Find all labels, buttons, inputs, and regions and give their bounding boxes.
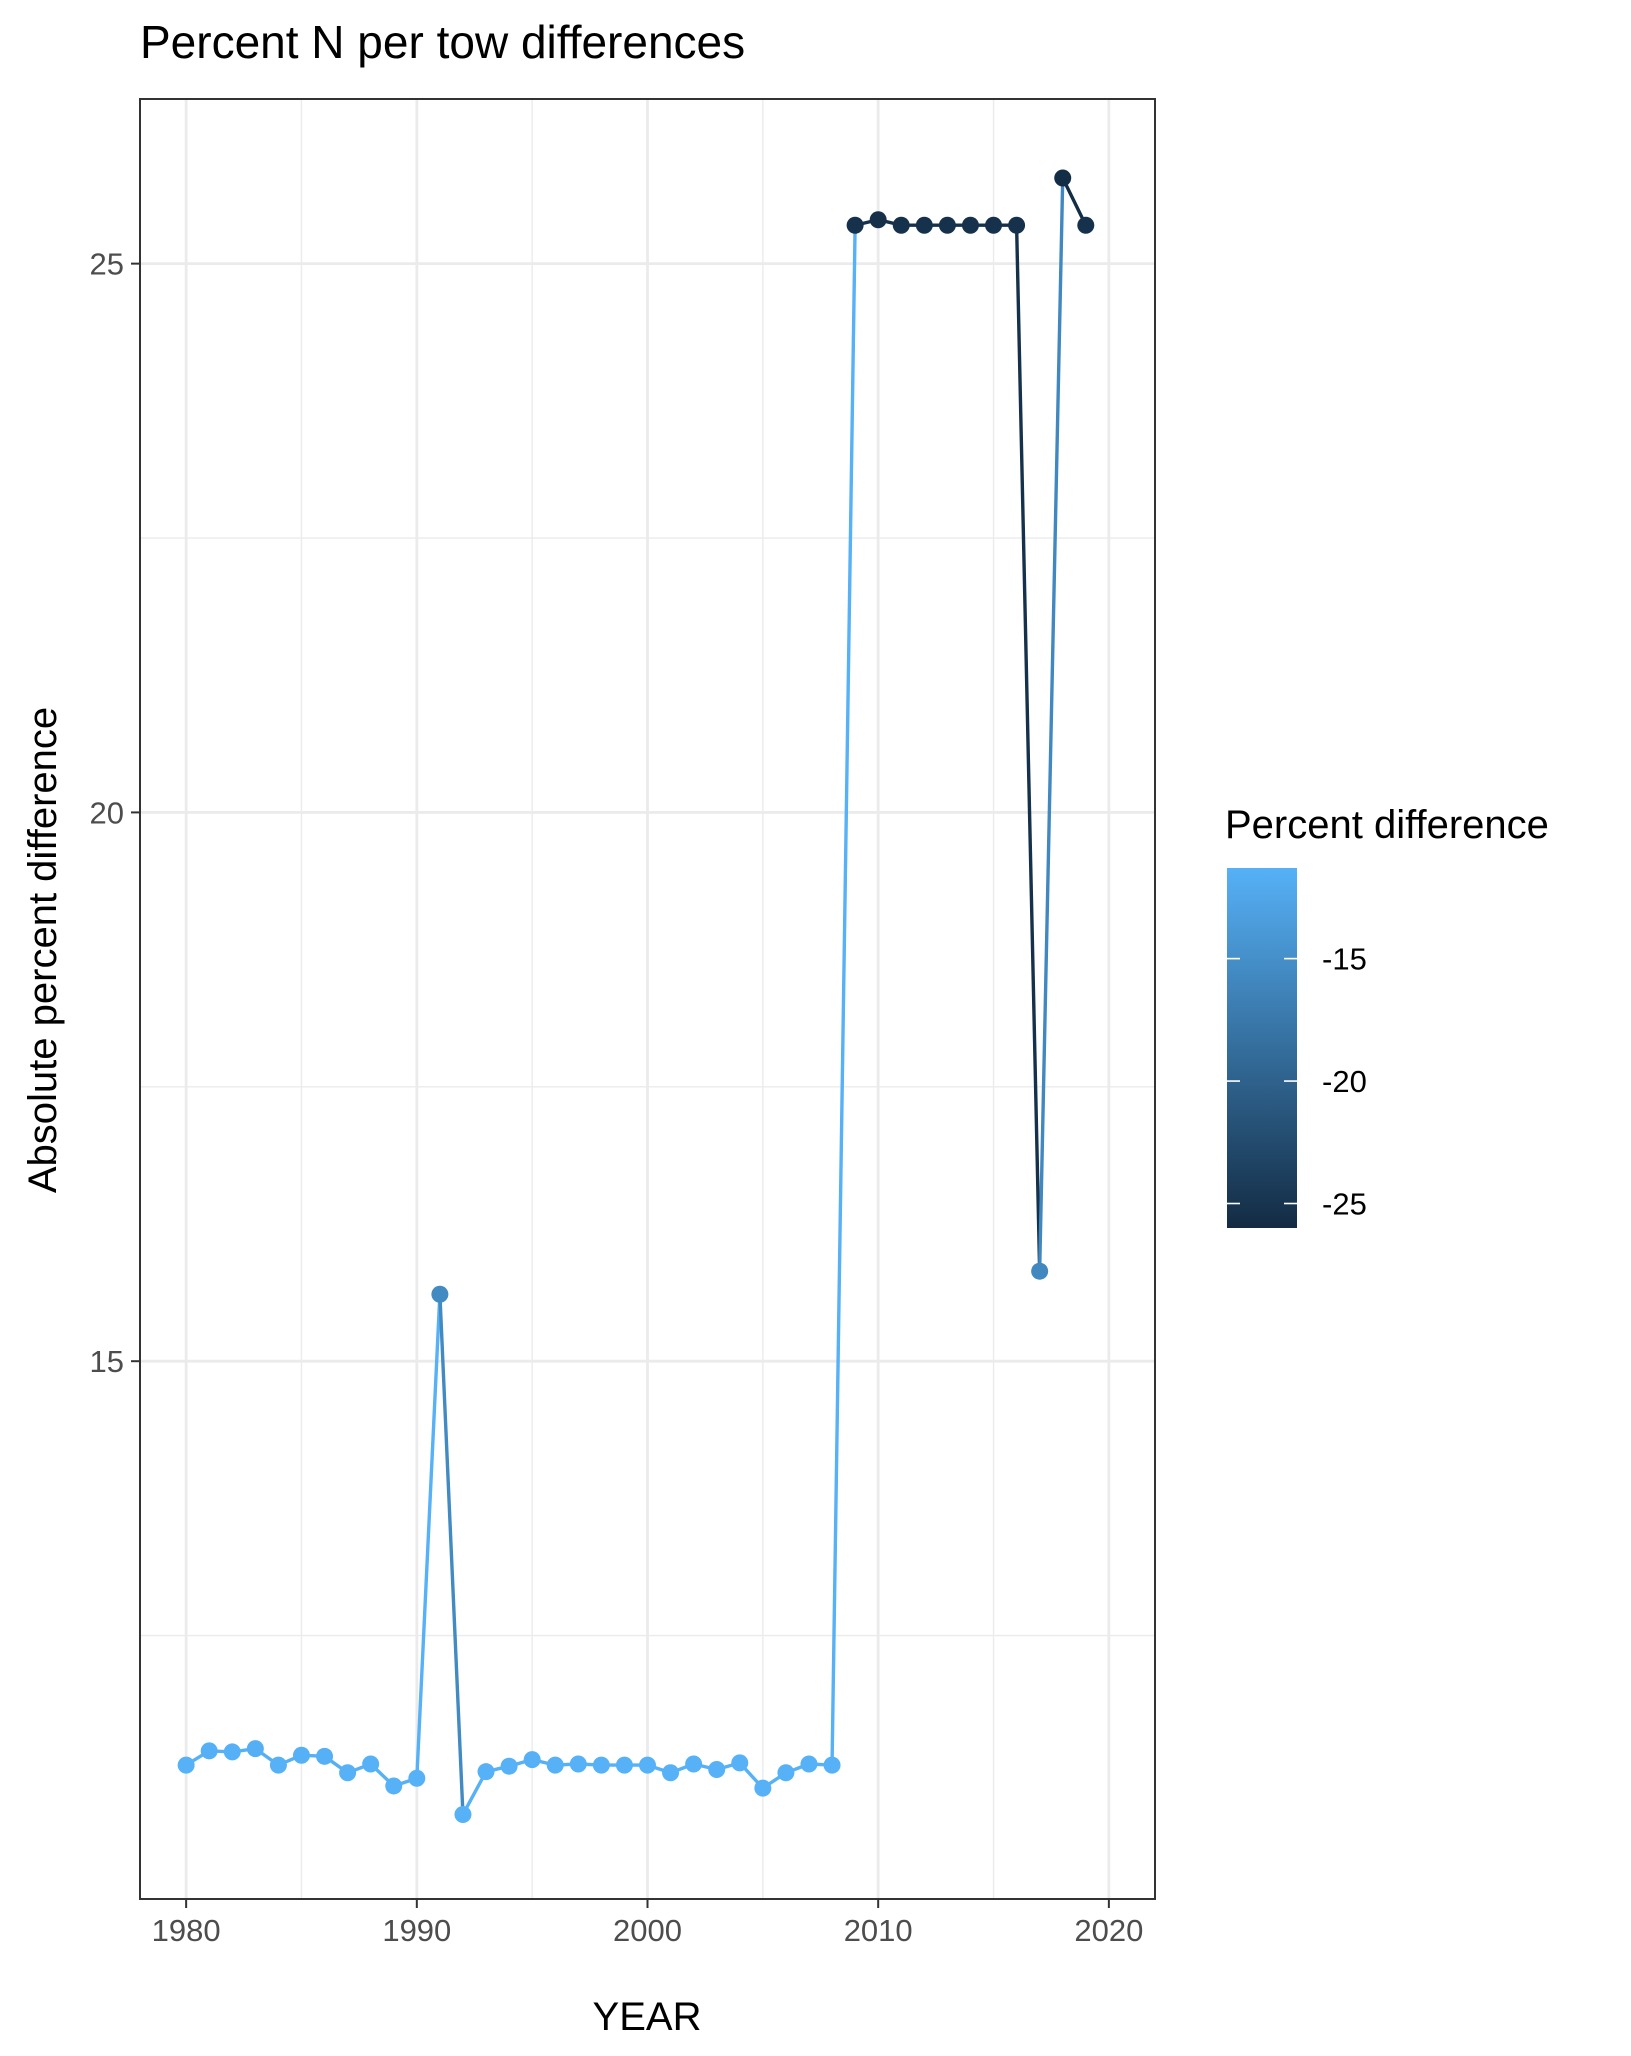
- data-point: [292, 1746, 310, 1764]
- y-axis-title: Absolute percent difference: [21, 707, 65, 1193]
- data-point: [200, 1742, 218, 1760]
- data-point: [385, 1777, 403, 1795]
- data-point: [339, 1764, 357, 1782]
- line-segment: [1037, 176, 1065, 1273]
- data-point: [408, 1769, 426, 1787]
- data-point: [800, 1755, 818, 1773]
- y-tick-label: 20: [90, 795, 124, 830]
- data-point: [523, 1751, 541, 1769]
- data-point: [316, 1747, 334, 1765]
- data-point: [1008, 216, 1026, 234]
- data-point: [1031, 1262, 1049, 1280]
- line-segment: [415, 1292, 442, 1780]
- data-point: [1077, 216, 1095, 234]
- x-tick-label: 1990: [382, 1913, 451, 1948]
- data-point: [431, 1285, 449, 1303]
- data-point: [569, 1755, 587, 1773]
- data-point: [454, 1805, 472, 1823]
- legend-tick-label: -25: [1322, 1187, 1367, 1222]
- data-point: [546, 1756, 564, 1774]
- line-segment: [1061, 176, 1088, 227]
- data-point: [639, 1756, 656, 1774]
- data-point: [846, 216, 864, 234]
- data-point: [1054, 169, 1072, 187]
- legend-tick-label: -15: [1322, 942, 1367, 977]
- y-tick-label: 15: [90, 1344, 124, 1379]
- legend-ticks: -15 -20 -25: [1227, 942, 1367, 1222]
- data-point: [269, 1756, 287, 1774]
- data-point: [246, 1740, 264, 1758]
- chart-title: Percent N per tow differences: [140, 16, 745, 68]
- data-point: [961, 216, 979, 234]
- data-point: [869, 211, 887, 229]
- x-tick-label: 2010: [844, 1913, 913, 1948]
- line-segment: [830, 223, 857, 1767]
- data-point: [938, 216, 956, 234]
- data-point: [731, 1754, 749, 1772]
- data-point: [477, 1763, 495, 1781]
- x-axis: 1980 1990 2000 2010 2020: [152, 1899, 1143, 1948]
- panel-grid: [140, 99, 1155, 1899]
- data-point: [362, 1755, 380, 1773]
- legend: Percent difference -15 -20 -25: [1225, 803, 1549, 1228]
- data-point: [777, 1764, 795, 1782]
- y-tick-label: 25: [90, 247, 124, 282]
- data-point: [662, 1764, 680, 1782]
- x-tick-label: 2000: [613, 1913, 682, 1948]
- data-point: [823, 1756, 841, 1774]
- x-tick-label: 2020: [1074, 1913, 1143, 1948]
- data-point: [500, 1757, 518, 1775]
- series-points: [177, 169, 1095, 1823]
- legend-colorbar: [1227, 868, 1297, 1228]
- y-axis: 15 20 25: [90, 247, 140, 1379]
- data-point: [892, 216, 910, 234]
- data-point: [223, 1743, 241, 1761]
- series-line: [184, 176, 1088, 1817]
- data-point: [754, 1779, 772, 1797]
- legend-tick-label: -20: [1322, 1064, 1367, 1099]
- legend-title: Percent difference: [1225, 803, 1549, 847]
- data-point: [615, 1756, 633, 1774]
- data-point: [177, 1756, 195, 1774]
- line-segment: [438, 1292, 465, 1817]
- data-point: [915, 216, 933, 234]
- data-point: [985, 216, 1003, 234]
- x-tick-label: 1980: [152, 1913, 221, 1948]
- line-segment: [1014, 223, 1042, 1273]
- data-point: [685, 1755, 703, 1773]
- data-point: [708, 1760, 726, 1778]
- x-axis-title: YEAR: [593, 1995, 702, 2039]
- data-point: [592, 1756, 610, 1774]
